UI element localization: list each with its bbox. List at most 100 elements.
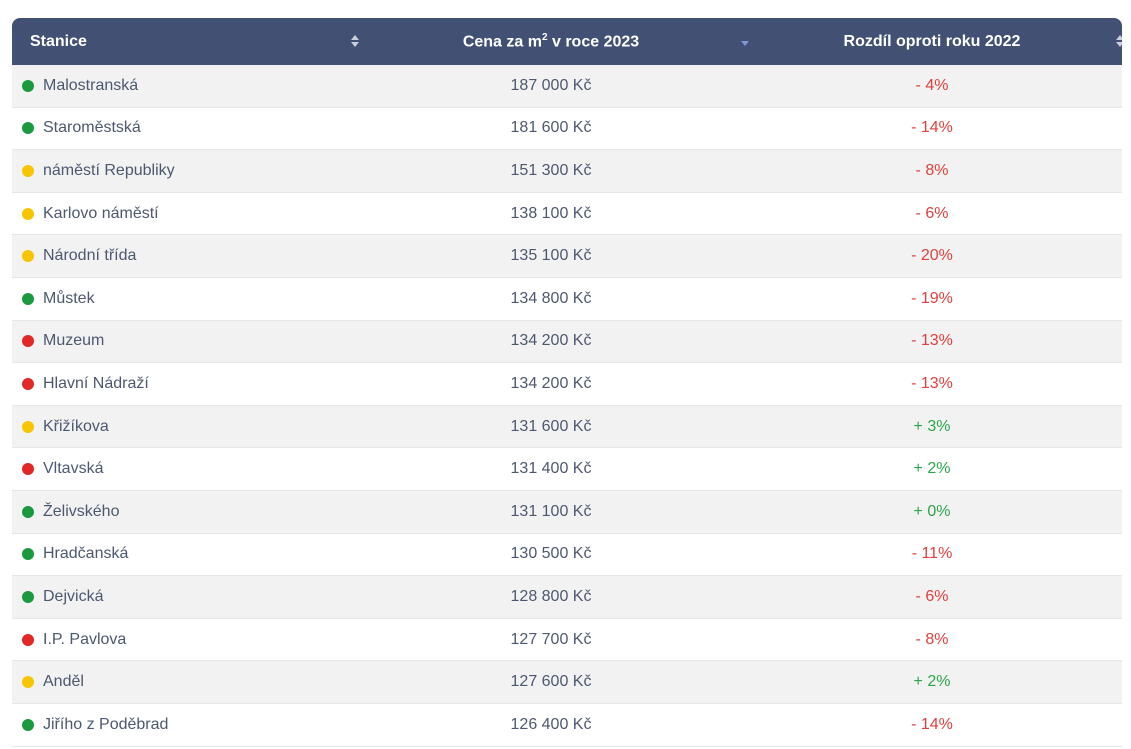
table-row: Vltavská 131 400 Kč + 2% [12, 448, 1122, 491]
station-cell: Dejvická [12, 588, 360, 606]
station-name: Můstek [43, 289, 95, 307]
diff-cell: - 8% [915, 161, 949, 179]
table-row: Želivského 131 100 Kč + 0% [12, 490, 1122, 534]
station-cell: I.P. Pavlova [12, 631, 360, 649]
price-cell: 138 100 Kč [510, 204, 592, 222]
price-cell: 130 500 Kč [510, 545, 592, 563]
status-dot-icon [22, 335, 34, 348]
station-name: Staroměstská [43, 119, 141, 137]
price-cell: 134 800 Kč [510, 289, 592, 307]
station-cell: Hlavní Nádraží [12, 375, 360, 393]
status-dot-icon [22, 548, 34, 561]
status-dot-icon [22, 420, 34, 433]
diff-cell: - 14% [911, 715, 953, 733]
sort-both-icon[interactable] [350, 35, 360, 47]
station-name: Želivského [43, 502, 120, 520]
price-cell: 131 400 Kč [510, 460, 592, 478]
column-header-diff[interactable]: Rozdíl oproti roku 2022 [742, 18, 1122, 65]
table-row: Národní třída 135 100 Kč - 20% [12, 235, 1122, 278]
table-row: Jiřího z Poděbrad 126 400 Kč - 14% [12, 703, 1122, 747]
diff-cell: - 6% [915, 204, 949, 222]
table-row: Hradčanská 130 500 Kč - 11% [12, 533, 1122, 577]
column-header-price[interactable]: Cena za m2 v roce 2023 [360, 18, 749, 65]
status-dot-icon [22, 207, 34, 220]
price-cell: 134 200 Kč [510, 332, 592, 350]
column-header-diff-label: Rozdíl oproti roku 2022 [843, 32, 1021, 50]
station-name: Hradčanská [43, 545, 129, 563]
station-cell: Můstek [12, 290, 360, 308]
price-cell: 131 600 Kč [510, 417, 592, 435]
diff-cell: - 6% [915, 587, 949, 605]
status-dot-icon [22, 292, 34, 305]
sort-both-icon[interactable] [1115, 35, 1122, 47]
station-name: Jiřího z Poděbrad [43, 715, 169, 733]
station-cell: Vltavská [12, 460, 360, 478]
status-dot-icon [22, 718, 34, 731]
table-row: Hlavní Nádraží 134 200 Kč - 13% [12, 363, 1122, 406]
table-row: náměstí Republiky 151 300 Kč - 8% [12, 150, 1122, 193]
price-cell: 127 600 Kč [510, 673, 592, 691]
station-cell: Karlovo náměstí [12, 205, 360, 223]
station-name: Křižíkova [43, 417, 109, 435]
station-cell: Národní třída [12, 247, 360, 265]
station-name: Národní třída [43, 247, 137, 265]
diff-cell: + 0% [913, 502, 951, 520]
diff-cell: + 3% [913, 417, 951, 435]
station-cell: Muzeum [12, 332, 360, 350]
status-dot-icon [22, 250, 34, 263]
price-cell: 134 200 Kč [510, 374, 592, 392]
diff-cell: - 8% [915, 630, 949, 648]
diff-cell: + 2% [913, 460, 951, 478]
status-dot-icon [22, 79, 34, 92]
diff-cell: - 20% [911, 247, 953, 265]
table-body: Malostranská 187 000 Kč - 4% Staroměstská 18… [12, 65, 1122, 747]
status-dot-icon [22, 122, 34, 135]
price-cell: 127 700 Kč [510, 630, 592, 648]
status-dot-icon [22, 590, 34, 603]
status-dot-icon [22, 164, 34, 177]
price-cell: 181 600 Kč [510, 119, 592, 137]
price-cell: 187 000 Kč [510, 76, 592, 94]
station-name: Anděl [43, 673, 84, 691]
diff-cell: - 19% [911, 289, 953, 307]
station-cell: Jiřího z Poděbrad [12, 716, 360, 734]
price-cell: 135 100 Kč [510, 247, 592, 265]
station-name: Muzeum [43, 332, 105, 350]
column-header-station[interactable]: Stanice [12, 18, 360, 65]
diff-cell: - 11% [911, 545, 953, 563]
station-name: Dejvická [43, 587, 104, 605]
table-row: Staroměstská 181 600 Kč - 14% [12, 107, 1122, 151]
price-cell: 131 100 Kč [510, 502, 592, 520]
column-header-price-label: Cena za m2 v roce 2023 [462, 31, 640, 51]
station-cell: náměstí Republiky [12, 162, 360, 180]
status-dot-icon [22, 633, 34, 646]
station-name: I.P. Pavlova [43, 630, 127, 648]
diff-cell: - 14% [911, 119, 953, 137]
diff-cell: - 13% [911, 332, 953, 350]
table-row: Dejvická 128 800 Kč - 6% [12, 576, 1122, 619]
station-name: Malostranská [43, 76, 139, 94]
table-row: Muzeum 134 200 Kč - 13% [12, 320, 1122, 364]
diff-cell: - 13% [911, 374, 953, 392]
station-cell: Staroměstská [12, 119, 360, 137]
table-row: Můstek 134 800 Kč - 19% [12, 277, 1122, 321]
status-dot-icon [22, 377, 34, 390]
station-name: Vltavská [43, 460, 104, 478]
price-cell: 126 400 Kč [510, 715, 592, 733]
station-cell: Křižíkova [12, 418, 360, 436]
station-cell: Malostranská [12, 77, 360, 95]
table-row: Křižíkova 131 600 Kč + 3% [12, 405, 1122, 449]
table-header: Stanice Cena za m2 v roce 2023 Rozdíl op… [12, 18, 1122, 65]
diff-cell: - 4% [915, 76, 949, 94]
price-cell: 151 300 Kč [510, 161, 592, 179]
station-cell: Želivského [12, 503, 360, 521]
station-name: Hlavní Nádraží [43, 374, 149, 392]
table-row: Karlovo náměstí 138 100 Kč - 6% [12, 192, 1122, 236]
station-name: náměstí Republiky [43, 161, 175, 179]
station-name: Karlovo náměstí [43, 204, 159, 222]
status-dot-icon [22, 463, 34, 476]
table-row: I.P. Pavlova 127 700 Kč - 8% [12, 618, 1122, 662]
sort-desc-icon[interactable] [740, 41, 750, 46]
price-cell: 128 800 Kč [510, 587, 592, 605]
price-table: Stanice Cena za m2 v roce 2023 Rozdíl op… [12, 18, 1122, 749]
